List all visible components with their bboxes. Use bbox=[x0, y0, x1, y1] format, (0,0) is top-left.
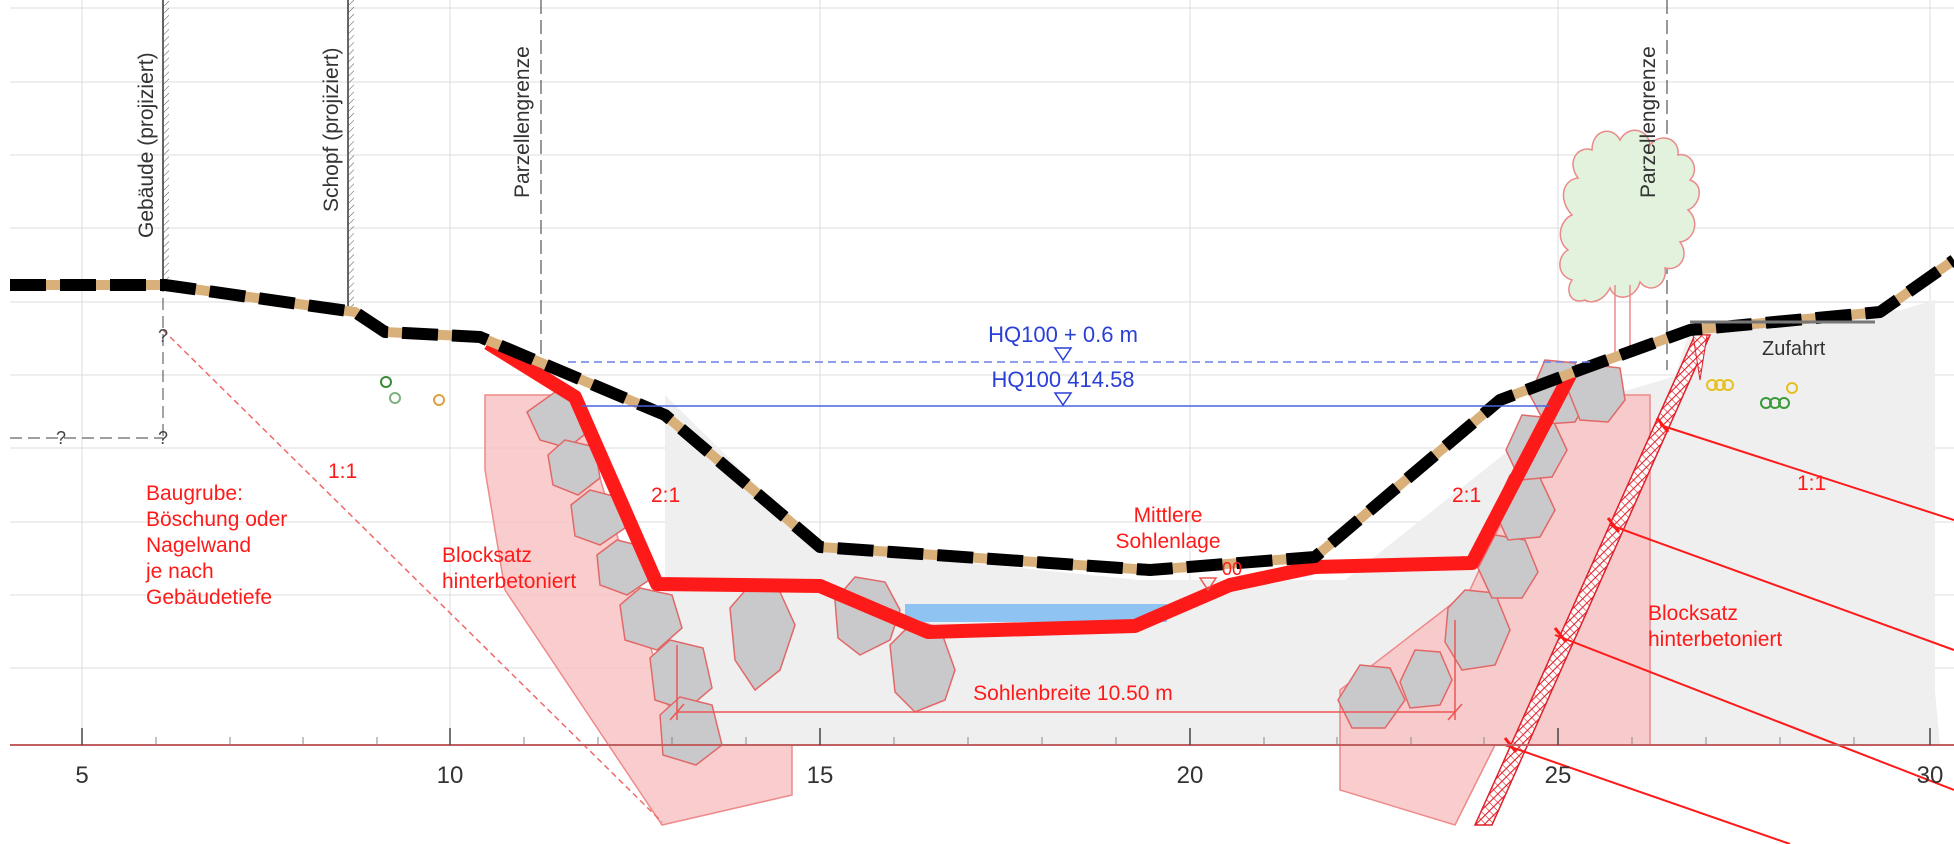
axis-tick-label: 25 bbox=[1545, 762, 1572, 789]
axis-minor-ticks bbox=[155, 737, 1855, 745]
mean-bed-line: Sohlenlage bbox=[1115, 530, 1220, 553]
axis-tick-label: 15 bbox=[807, 762, 834, 789]
bottom-width-label: Sohlenbreite 10.50 m bbox=[973, 682, 1173, 705]
right-excavation-slope-ratio: 1:1 bbox=[1797, 472, 1826, 495]
mean-bed-partial-value: 00 bbox=[1222, 559, 1242, 579]
mean-bed-line: Mittlere bbox=[1134, 504, 1203, 527]
left-bank-slope-ratio: 2:1 bbox=[651, 484, 680, 507]
baugrube-note-line: Gebäudetiefe bbox=[146, 586, 272, 609]
parcel-boundary-label-right: Parzellengrenze bbox=[1637, 46, 1660, 198]
baugrube-note-line: je nach bbox=[145, 560, 214, 583]
utility-circles bbox=[380, 376, 1798, 409]
blocksatz-left-line: hinterbetoniert bbox=[442, 570, 576, 593]
blocksatz-right-line: hinterbetoniert bbox=[1648, 628, 1782, 651]
axis-ticks bbox=[81, 728, 1931, 745]
shed-label: Schopf (projiziert) bbox=[320, 47, 343, 212]
tree-symbol bbox=[1559, 129, 1700, 303]
baugrube-slope-line bbox=[162, 329, 663, 823]
blocksatz-right-line: Blocksatz bbox=[1648, 602, 1738, 625]
baugrube-slope-ratio: 1:1 bbox=[328, 460, 357, 483]
freeboard-marker bbox=[1053, 347, 1073, 362]
existing-terrain-line bbox=[10, 255, 1954, 576]
hq100-label: HQ100 414.58 bbox=[991, 367, 1134, 392]
wall-markers bbox=[10, 0, 1668, 440]
bottom-width-dimension bbox=[669, 620, 1463, 721]
axis-tick-label: 5 bbox=[75, 762, 88, 789]
anchor-heads bbox=[1503, 417, 1670, 753]
design-profile-line bbox=[484, 337, 1577, 639]
axis-tick-label: 20 bbox=[1177, 762, 1204, 789]
hq100-marker bbox=[1053, 392, 1073, 407]
axis-labels: 5 10 15 20 25 30 bbox=[75, 762, 1943, 789]
water-body bbox=[905, 604, 1167, 622]
baugrube-note-line: Nagelwand bbox=[146, 534, 251, 557]
baugrube-note-line: Baugrube: bbox=[146, 482, 243, 505]
access-road-label: Zufahrt bbox=[1762, 338, 1826, 360]
right-bank-slope-ratio: 2:1 bbox=[1452, 484, 1481, 507]
baugrube-note-line: Böschung oder bbox=[146, 508, 287, 531]
freeboard-label: HQ100 + 0.6 m bbox=[988, 322, 1138, 347]
building-label: Gebäude (projiziert) bbox=[135, 52, 158, 238]
mean-bed-marker bbox=[1198, 577, 1218, 592]
axis-tick-label: 10 bbox=[437, 762, 464, 789]
parcel-boundary-label-left: Parzellengrenze bbox=[511, 46, 534, 198]
blocksatz-left-line: Blocksatz bbox=[442, 544, 532, 567]
unknown-marker: ? bbox=[158, 428, 168, 448]
unknown-marker: ? bbox=[56, 428, 66, 448]
unknown-marker: ? bbox=[158, 326, 168, 346]
anchors bbox=[1504, 424, 1954, 844]
axis-tick-label: 30 bbox=[1917, 762, 1944, 789]
